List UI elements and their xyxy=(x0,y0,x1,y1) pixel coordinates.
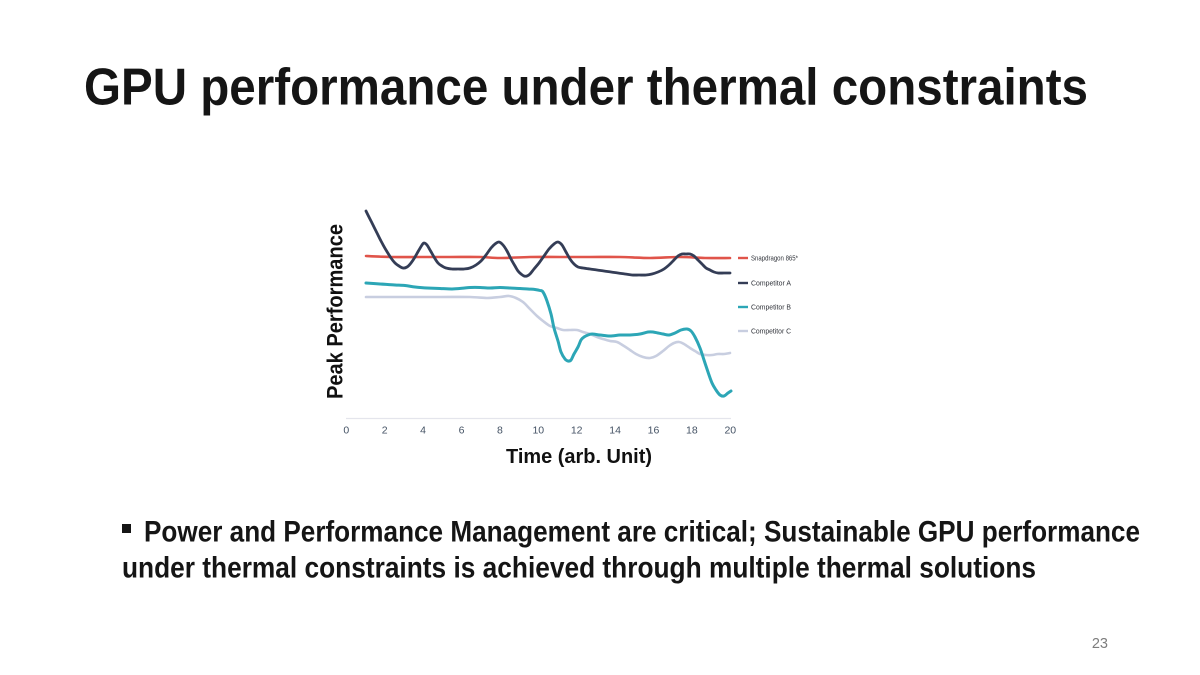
svg-text:GPU performance under thermal: GPU performance under thermal constraint… xyxy=(84,59,1088,117)
svg-text:14: 14 xyxy=(609,425,621,437)
svg-text:6: 6 xyxy=(459,425,465,437)
svg-text:Competitor A: Competitor A xyxy=(751,279,791,288)
svg-text:4: 4 xyxy=(420,425,426,437)
svg-text:under thermal constraints is a: under thermal constraints is achieved th… xyxy=(122,552,1036,585)
svg-text:20: 20 xyxy=(724,425,736,437)
svg-text:Competitor B: Competitor B xyxy=(751,303,791,312)
svg-text:0: 0 xyxy=(343,425,349,437)
svg-text:Snapdragon 865*: Snapdragon 865* xyxy=(751,254,798,263)
svg-text:23: 23 xyxy=(1092,636,1108,652)
svg-text:12: 12 xyxy=(571,425,583,437)
svg-text:Competitor C: Competitor C xyxy=(751,327,792,336)
svg-text:Power and Performance Manageme: Power and Performance Management are cri… xyxy=(144,516,1140,549)
svg-text:8: 8 xyxy=(497,425,503,437)
svg-text:2: 2 xyxy=(382,425,388,437)
svg-text:10: 10 xyxy=(532,425,544,437)
svg-text:Time (arb. Unit): Time (arb. Unit) xyxy=(506,446,652,468)
svg-text:16: 16 xyxy=(648,425,660,437)
svg-text:18: 18 xyxy=(686,425,698,437)
svg-text:Peak Performance: Peak Performance xyxy=(323,224,348,399)
